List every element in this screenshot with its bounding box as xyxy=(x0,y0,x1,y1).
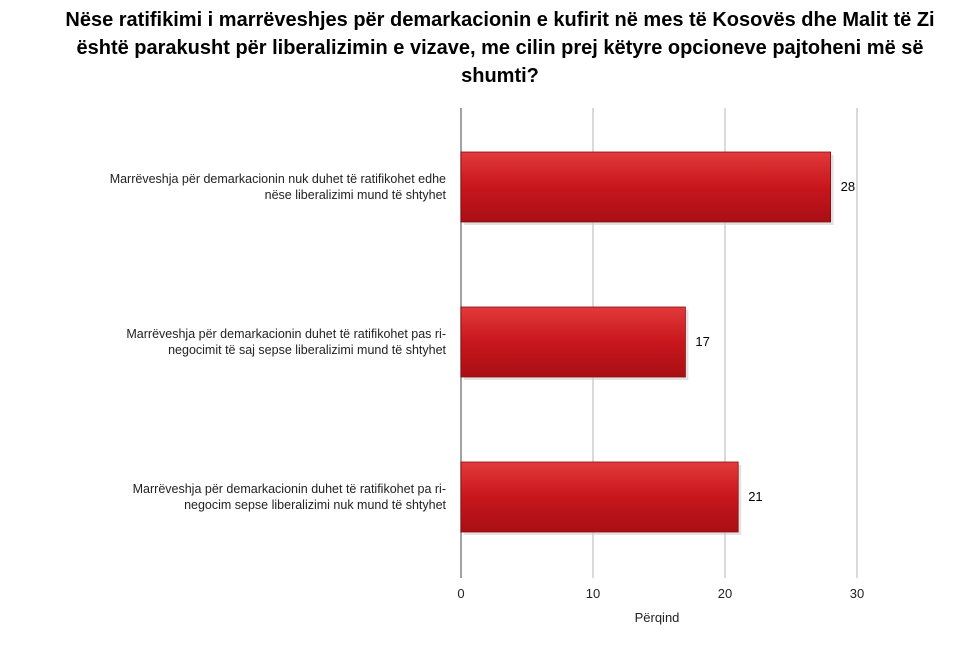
value-label: 28 xyxy=(841,179,855,194)
category-label: negocimit të saj sepse liberalizimi mund… xyxy=(168,343,446,357)
value-label: 17 xyxy=(695,334,709,349)
category-label: Marrëveshja për demarkacionin nuk duhet … xyxy=(110,172,446,186)
value-label: 21 xyxy=(748,489,762,504)
x-tick-label: 20 xyxy=(718,586,732,601)
category-label: Marrëveshja për demarkacionin duhet të r… xyxy=(133,482,446,496)
chart-title: Nëse ratifikimi i marrëveshjes për demar… xyxy=(65,9,935,87)
x-axis-title: Përqind xyxy=(635,610,680,625)
category-label: Marrëveshja për demarkacionin duhet të r… xyxy=(126,327,446,341)
x-tick-label: 0 xyxy=(457,586,464,601)
x-tick-label: 10 xyxy=(586,586,600,601)
bar xyxy=(460,461,739,533)
bar xyxy=(460,151,832,223)
category-label: negocim sepse liberalizimi nuk mund të s… xyxy=(184,498,446,512)
category-label: nëse liberalizimi mund të shtyhet xyxy=(265,188,447,202)
x-tick-label: 30 xyxy=(850,586,864,601)
bar xyxy=(460,306,686,378)
